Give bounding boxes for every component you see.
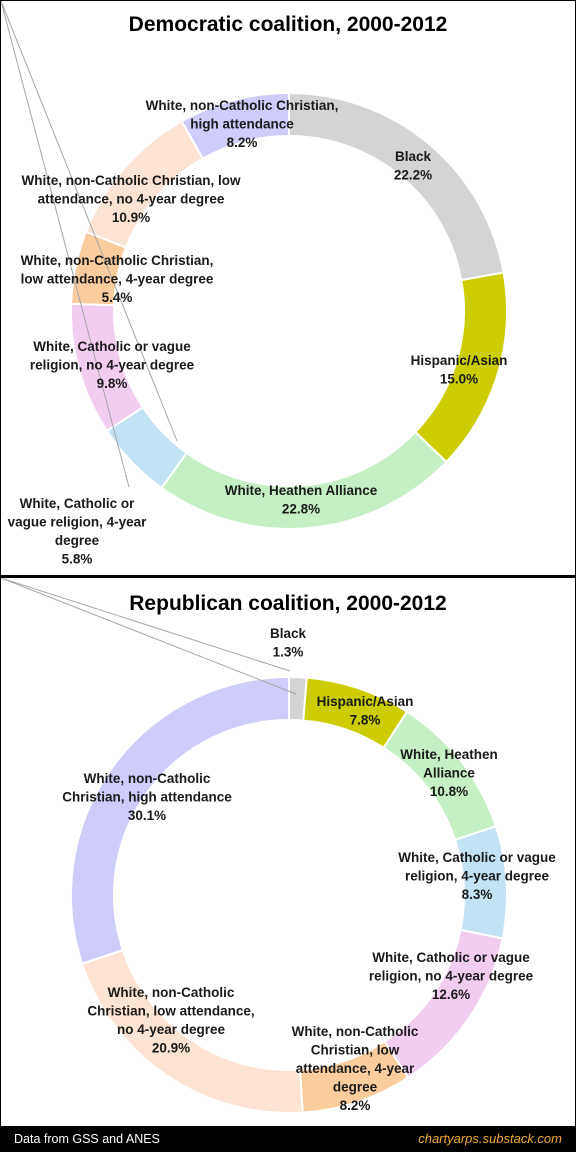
democratic-slice-white-non-catholic-christian-high-attendance — [180, 91, 290, 161]
republican-label-white-heathen-alliance: White, Heathen Alliance 10.8% — [400, 747, 498, 799]
democratic-leader-line-1 — [1, 1, 130, 488]
democratic-label-white-heathen-alliance: White, Heathen Alliance 22.8% — [225, 483, 378, 517]
republican-label-white-catholic-or-vague-religion-no-4-year-degree: White, Catholic or vague religion, no 4-y… — [369, 950, 534, 1002]
democratic-leader-line-2 — [1, 1, 178, 442]
democratic-label-white-catholic-or-vague-religion-no-4-year-degree: White, Catholic or vague religion, no 4-y… — [30, 339, 195, 391]
republican-slice-white-non-catholic-christian-high-attendance — [70, 675, 290, 965]
republican-leader-line-2 — [1, 578, 297, 695]
democratic-donut-chart: Black 22.2% Hispanic/Asian 15.0% White, Heat… — [1, 1, 508, 567]
democratic-slice-black — [288, 91, 505, 282]
democratic-label-hispanic-asian: Hispanic/Asian 15.0% — [411, 353, 508, 387]
democratic-label-white-non-catholic-christian-high-attendance: White, non-Catholic Christian, high atten… — [146, 98, 339, 150]
democratic-label-white-non-catholic-christian-low-attendance-4-year-degree: White, non-Catholic Christian, low attend… — [21, 253, 214, 305]
republican-label-white-catholic-or-vague-religion-4-year-degree: White, Catholic or vague religion, 4-year… — [398, 850, 556, 902]
republican-label-hispanic-asian: Hispanic/Asian 7.8% — [317, 694, 414, 728]
site-credit: chartyarps.substack.com — [418, 1131, 562, 1146]
democratic-label-white-catholic-or-vague-religion-4-year-degree: White, Catholic or vague religion, 4-year… — [8, 496, 148, 567]
data-source-note: Data from GSS and ANES — [14, 1132, 160, 1146]
footer-bar: Data from GSS and ANES chartyarps.substa… — [0, 1126, 576, 1152]
democratic-label-black: Black 22.2% — [394, 149, 432, 183]
democratic-coalition-panel: Democratic coalition, 2000-2012 Black 22.… — [0, 0, 576, 576]
democratic-label-white-non-catholic-christian-low-attendance-no-4-year-degree: White, non-Catholic Christian, low attend… — [22, 173, 241, 225]
republican-chart-title: Republican coalition, 2000-2012 — [129, 592, 447, 615]
republican-label-white-non-catholic-christian-low-attendance-no-4-year-degree: White, non-Catholic Christian, low attend… — [87, 985, 254, 1056]
republican-label-black: Black 1.3% — [270, 626, 307, 660]
republican-label-white-non-catholic-christian-high-attendance: White, non-Catholic Christian, high atten… — [62, 771, 232, 823]
republican-coalition-panel: Republican coalition, 2000-2012 Black 1.3… — [0, 576, 576, 1127]
republican-leader-line-1 — [1, 578, 291, 672]
republican-label-white-non-catholic-christian-low-attendance-4-year-degree: White, non-Catholic Christian, low attenda… — [292, 1024, 419, 1113]
republican-donut-chart: Black 1.3% Hispanic/Asian 7.8% White, Heathe… — [1, 578, 556, 1114]
democratic-chart-title: Democratic coalition, 2000-2012 — [128, 13, 448, 36]
